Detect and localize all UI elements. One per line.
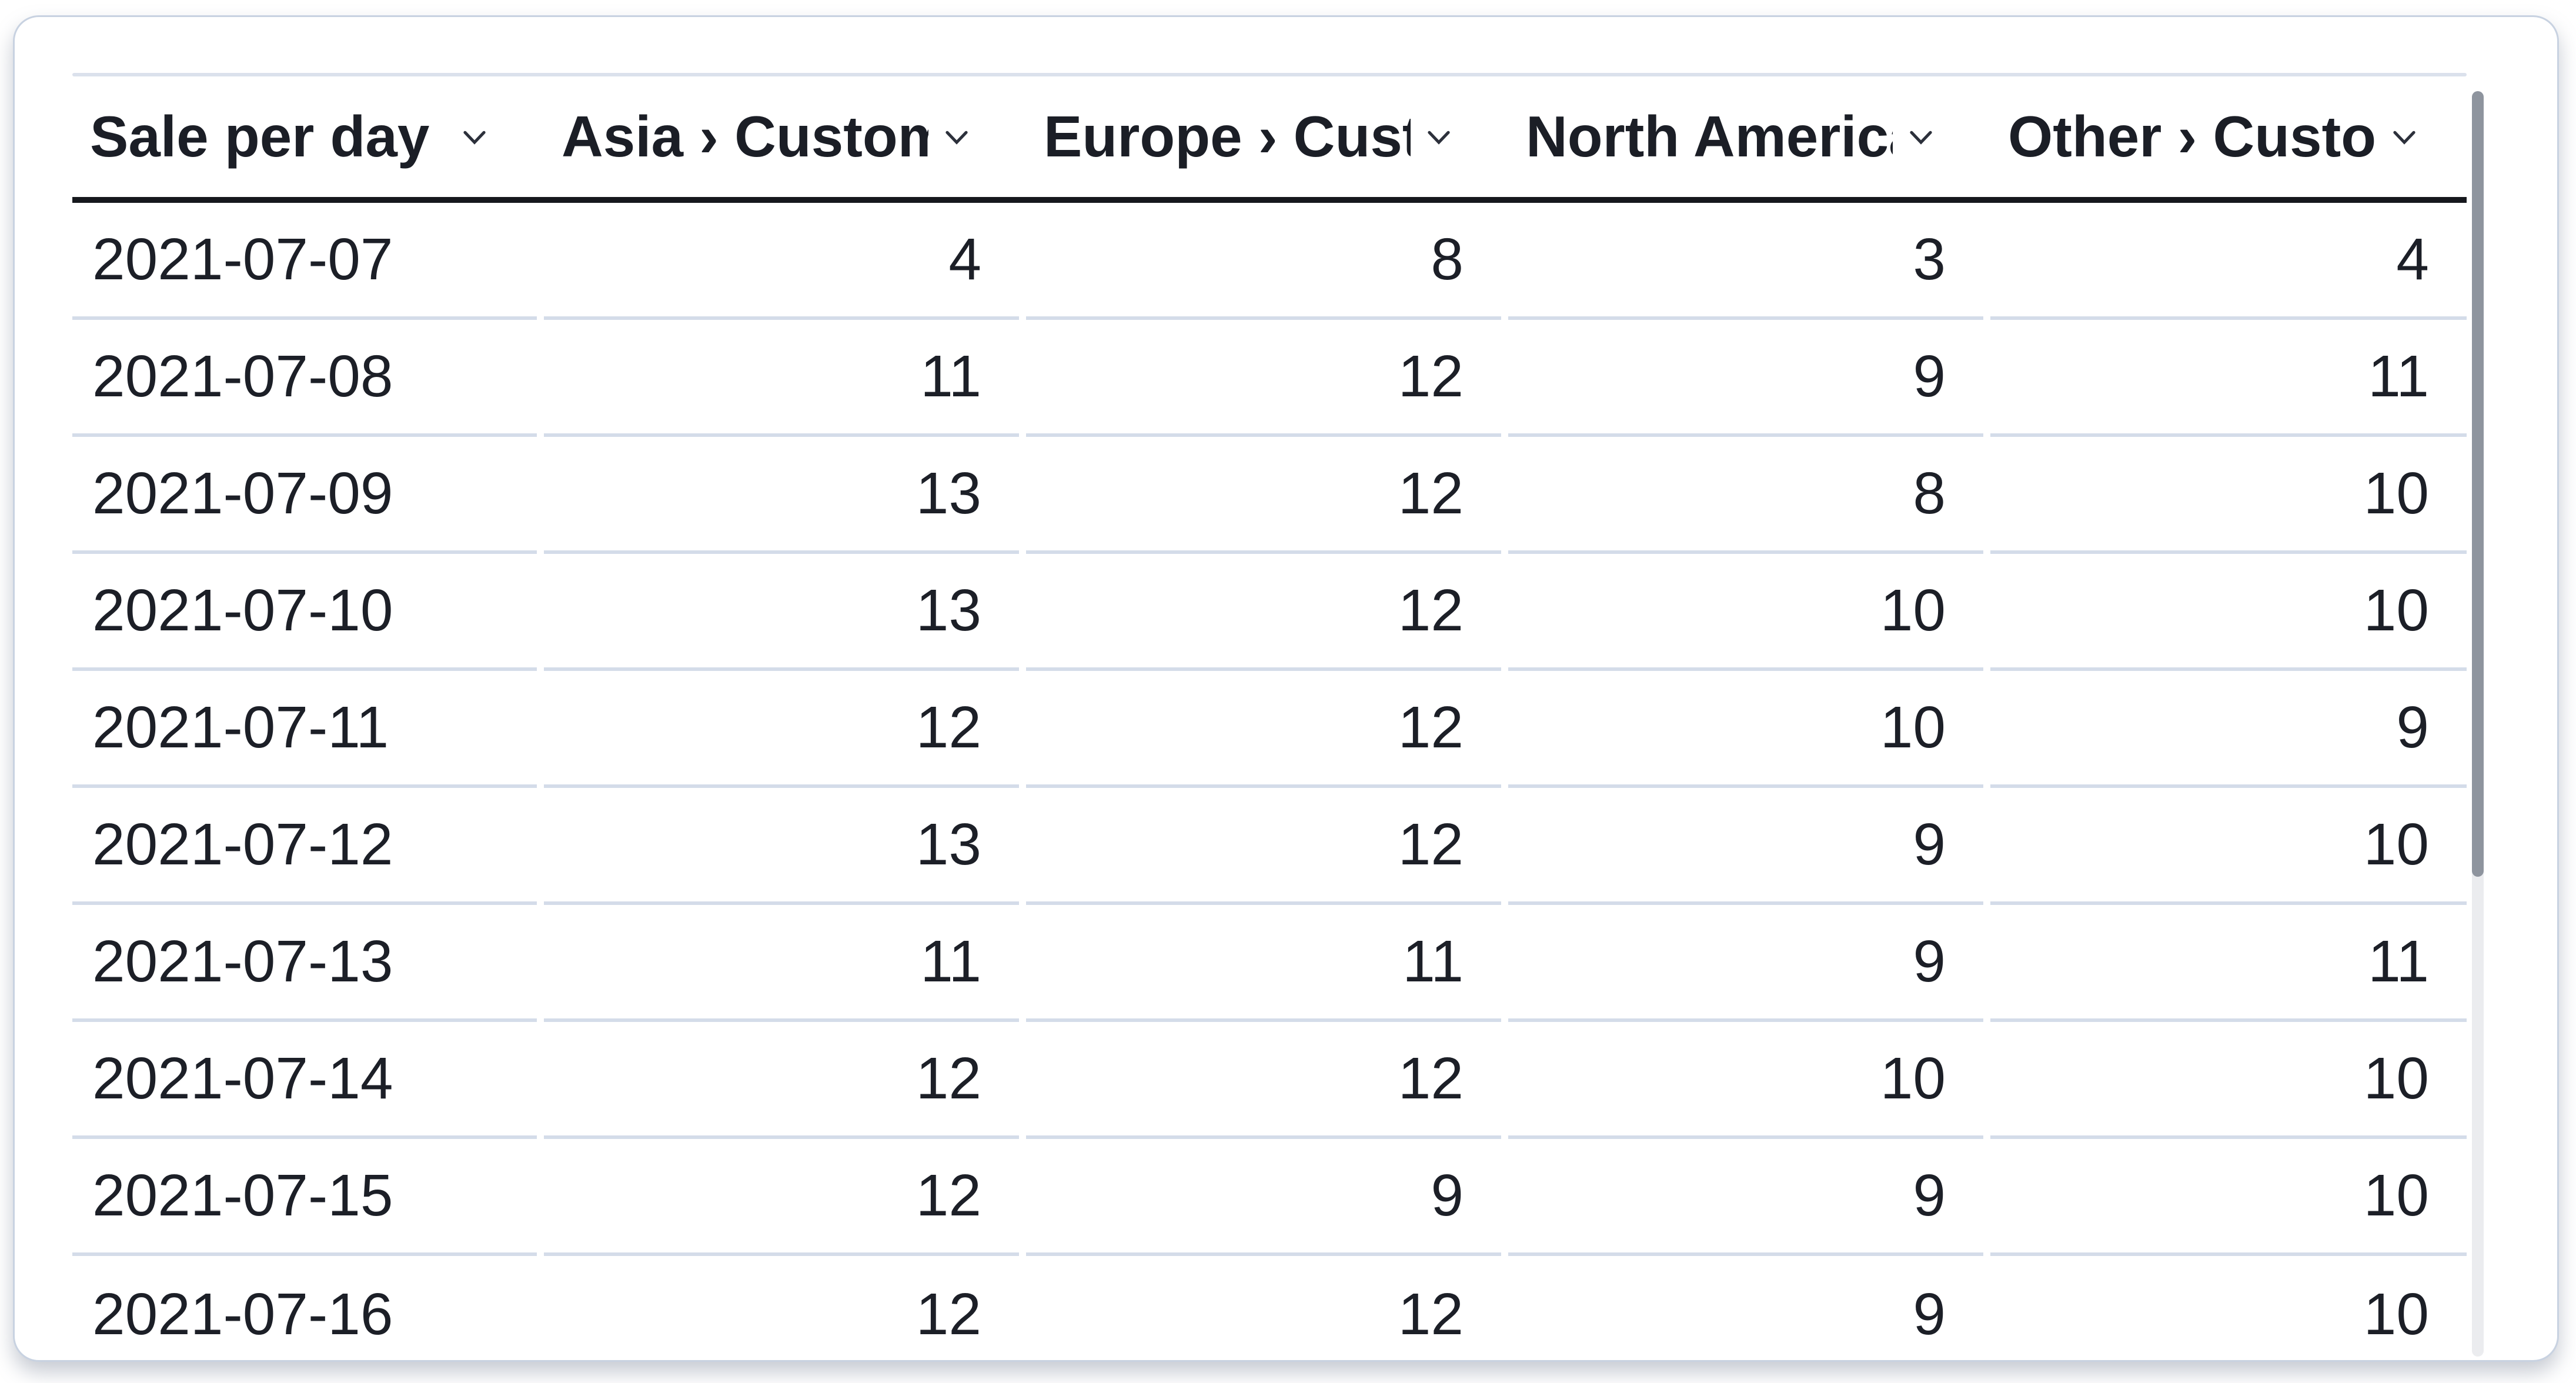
cell-date: 2021-07-11 <box>72 671 537 788</box>
cell-date: 2021-07-08 <box>72 320 537 437</box>
cell-other: 10 <box>1990 1022 2467 1139</box>
data-table-panel: Sale per day Asia › Customers Europe › Cus… <box>13 15 2559 1362</box>
cell-europe: 12 <box>1026 788 1501 905</box>
vertical-scrollbar-thumb[interactable] <box>2472 91 2484 877</box>
cell-europe: 9 <box>1026 1139 1501 1256</box>
cell-other: 10 <box>1990 554 2467 671</box>
cell-north-america: 8 <box>1508 437 1983 554</box>
cell-other: 10 <box>1990 437 2467 554</box>
cell-europe: 12 <box>1026 1022 1501 1139</box>
cell-asia: 11 <box>544 905 1019 1022</box>
cell-other: 10 <box>1990 1139 2467 1256</box>
cell-other: 4 <box>1990 203 2467 320</box>
cell-date: 2021-07-16 <box>92 1281 393 1347</box>
column-header-europe[interactable]: Europe › Customers <box>1026 76 1501 197</box>
column-header-north-america[interactable]: North America › Customers <box>1508 76 1983 197</box>
cell-asia: 4 <box>544 203 1019 320</box>
cell-europe: 12 <box>1026 320 1501 437</box>
cell-other: 10 <box>1990 788 2467 905</box>
cell-north-america: 9 <box>1508 1139 1983 1256</box>
chevron-down-icon[interactable] <box>1422 121 1455 153</box>
cell-asia: 13 <box>544 437 1019 554</box>
cell-europe: 8 <box>1026 203 1501 320</box>
cell-date: 2021-07-14 <box>72 1022 537 1139</box>
cell-asia: 12 <box>544 1139 1019 1256</box>
cell-north-america: 9 <box>1913 1281 1946 1347</box>
cell-north-america: 9 <box>1508 905 1983 1022</box>
cell-date: 2021-07-09 <box>72 437 537 554</box>
table-row: 2021-07-16 12 12 9 10 <box>72 1256 2467 1360</box>
table-row: 2021-07-14 12 12 10 10 <box>72 1022 2467 1139</box>
table-row: 2021-07-13 11 11 9 11 <box>72 905 2467 1022</box>
chevron-down-icon[interactable] <box>940 121 973 153</box>
header-divider-rule <box>72 197 2467 203</box>
cell-date: 2021-07-13 <box>72 905 537 1022</box>
cell-europe: 12 <box>1398 1281 1464 1347</box>
table-row: 2021-07-10 13 12 10 10 <box>72 554 2467 671</box>
column-header-label: Sale per day <box>90 104 430 169</box>
table-row: 2021-07-11 12 12 10 9 <box>72 671 2467 788</box>
table-row: 2021-07-07 4 8 3 4 <box>72 203 2467 320</box>
cell-europe: 11 <box>1026 905 1501 1022</box>
column-header-label: Europe › Customers <box>1044 104 1411 169</box>
chevron-down-icon[interactable] <box>2388 121 2421 153</box>
column-header-asia[interactable]: Asia › Customers <box>544 76 1019 197</box>
table-body: 2021-07-07 4 8 3 4 2021-07-08 11 12 9 11 2021-07-0… <box>72 203 2467 1360</box>
cell-other: 10 <box>2363 1281 2429 1347</box>
column-header-label: Asia › Customers <box>562 104 928 169</box>
cell-asia: 12 <box>916 1281 981 1347</box>
cell-date: 2021-07-12 <box>72 788 537 905</box>
chevron-down-icon[interactable] <box>1905 121 1937 153</box>
cell-europe: 12 <box>1026 554 1501 671</box>
cell-north-america: 10 <box>1508 671 1983 788</box>
column-header-label: North America › Customers <box>1526 104 1893 169</box>
cell-other: 11 <box>1990 905 2467 1022</box>
cell-north-america: 3 <box>1508 203 1983 320</box>
column-header-date[interactable]: Sale per day <box>72 76 537 197</box>
cell-north-america: 9 <box>1508 788 1983 905</box>
cell-date: 2021-07-15 <box>72 1139 537 1256</box>
cell-europe: 12 <box>1026 671 1501 788</box>
column-header-label: Other › Customers <box>2008 104 2376 169</box>
cell-asia: 12 <box>544 671 1019 788</box>
cell-north-america: 10 <box>1508 1022 1983 1139</box>
cell-europe: 12 <box>1026 437 1501 554</box>
table-row: 2021-07-12 13 12 9 10 <box>72 788 2467 905</box>
table-header-row: Sale per day Asia › Customers Europe › Cus… <box>72 76 2467 197</box>
cell-asia: 13 <box>544 554 1019 671</box>
cell-asia: 13 <box>544 788 1019 905</box>
table-row: 2021-07-09 13 12 8 10 <box>72 437 2467 554</box>
cell-other: 11 <box>1990 320 2467 437</box>
chevron-down-icon[interactable] <box>458 121 491 153</box>
cell-north-america: 9 <box>1508 320 1983 437</box>
cell-north-america: 10 <box>1508 554 1983 671</box>
cell-asia: 12 <box>544 1022 1019 1139</box>
column-header-other[interactable]: Other › Customers <box>1990 76 2467 197</box>
cell-date: 2021-07-07 <box>72 203 537 320</box>
table-row: 2021-07-15 12 9 9 10 <box>72 1139 2467 1256</box>
cell-date: 2021-07-10 <box>72 554 537 671</box>
cell-other: 9 <box>1990 671 2467 788</box>
table-row: 2021-07-08 11 12 9 11 <box>72 320 2467 437</box>
cell-asia: 11 <box>544 320 1019 437</box>
header-top-rule <box>72 73 2467 76</box>
